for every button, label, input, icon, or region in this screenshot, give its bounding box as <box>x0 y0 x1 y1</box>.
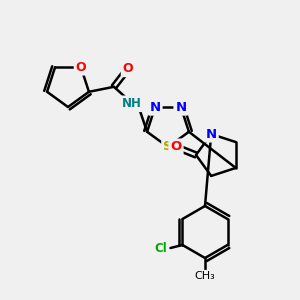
Text: O: O <box>76 61 86 74</box>
Text: O: O <box>170 140 182 154</box>
Text: N: N <box>206 128 217 141</box>
Text: NH: NH <box>122 97 142 110</box>
Text: N: N <box>149 101 161 114</box>
Text: S: S <box>163 140 173 154</box>
Text: N: N <box>176 101 187 114</box>
Text: Cl: Cl <box>154 242 167 254</box>
Text: O: O <box>123 62 133 75</box>
Text: CH₃: CH₃ <box>195 271 215 281</box>
